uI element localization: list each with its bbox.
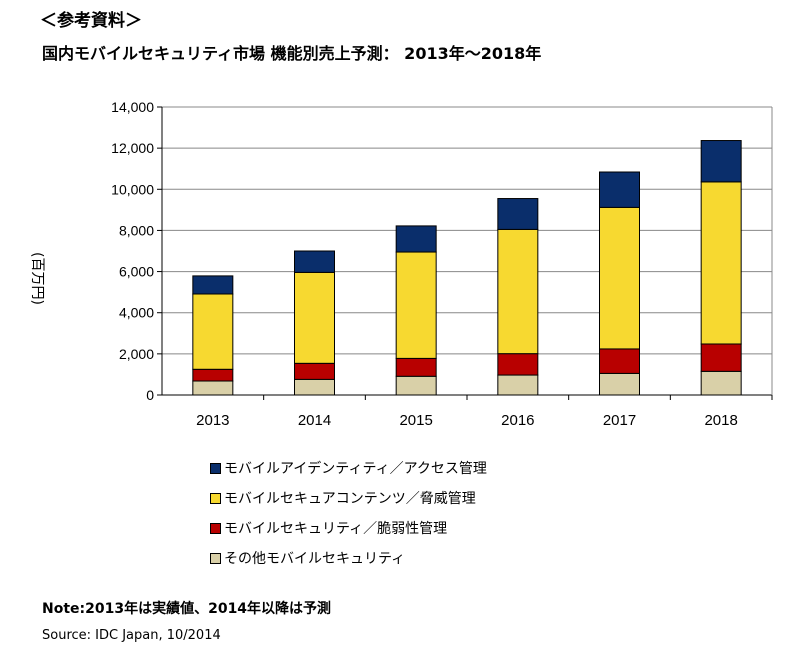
legend-label: モバイルセキュアコンテンツ／脅威管理 xyxy=(224,491,476,507)
source: Source: IDC Japan, 10/2014 xyxy=(42,628,221,643)
plot-area: 0 2,000 4,000 6,000 8,000 10,000 12,000 14,000 2… xyxy=(111,99,773,429)
bar-segment xyxy=(294,271,335,364)
legend-label: モバイルアイデンティティ／アクセス管理 xyxy=(224,461,487,477)
bar-segment xyxy=(497,374,539,396)
bar-segment xyxy=(497,198,539,230)
bar-segment xyxy=(395,375,437,396)
bar-segment xyxy=(192,293,234,370)
legend-item: モバイルセキュリティ／脆弱性管理 xyxy=(210,518,447,538)
bar-segment xyxy=(700,181,742,345)
bar-segment xyxy=(192,368,234,382)
y-tick-label: 4,000 xyxy=(119,305,154,321)
bar-segment xyxy=(395,357,437,377)
bar-segment xyxy=(192,380,234,396)
bar-segment xyxy=(294,362,335,380)
y-tick-label: 2,000 xyxy=(119,346,154,362)
x-tick-label: 2016 xyxy=(501,412,534,429)
legend-label: その他モバイルセキュリティ xyxy=(224,551,406,567)
bar-segment xyxy=(497,353,539,376)
legend-swatch xyxy=(210,462,221,474)
x-tick-label: 2014 xyxy=(298,412,331,429)
chart-title: 国内モバイルセキュリティ市場 機能別売上予測： 2013年～2018年 xyxy=(42,44,542,63)
bar-segment xyxy=(497,228,539,355)
y-tick-label: 14,000 xyxy=(111,99,154,115)
y-tick-label: 8,000 xyxy=(119,222,154,238)
reference-label: ＜参考資料＞ xyxy=(40,11,142,31)
bar-segment xyxy=(700,343,742,372)
bar-segment xyxy=(395,251,437,359)
bar-segment xyxy=(700,140,742,183)
bar-segment xyxy=(599,171,640,208)
legend-label: モバイルセキュリティ／脆弱性管理 xyxy=(224,521,448,537)
x-tick-label: 2018 xyxy=(704,412,737,429)
bar-segment xyxy=(599,372,640,396)
legend-item: モバイルセキュアコンテンツ／脅威管理 xyxy=(210,488,476,508)
legend-swatch xyxy=(210,552,221,564)
bar-segment xyxy=(294,250,335,273)
bar-segment xyxy=(599,206,640,350)
legend-swatch xyxy=(210,522,221,534)
bar-segment xyxy=(294,378,335,396)
y-tick-label: 0 xyxy=(146,387,154,403)
bar-segment xyxy=(192,275,234,295)
legend-swatch xyxy=(210,492,221,504)
x-tick-label: 2013 xyxy=(196,412,229,429)
legend-item: モバイルアイデンティティ／アクセス管理 xyxy=(210,458,487,478)
legend-item: その他モバイルセキュリティ xyxy=(210,548,405,568)
y-tick-label: 10,000 xyxy=(111,181,154,197)
bar-segment xyxy=(700,370,742,396)
note: Note:2013年は実績値、2014年以降は予測 xyxy=(42,601,332,617)
bar-segment xyxy=(395,225,437,253)
x-tick-label: 2015 xyxy=(399,412,432,429)
x-tick-label: 2017 xyxy=(603,412,636,429)
bar-segment xyxy=(599,348,640,374)
y-tick-label: 12,000 xyxy=(111,140,154,156)
y-tick-label: 6,000 xyxy=(119,264,154,280)
